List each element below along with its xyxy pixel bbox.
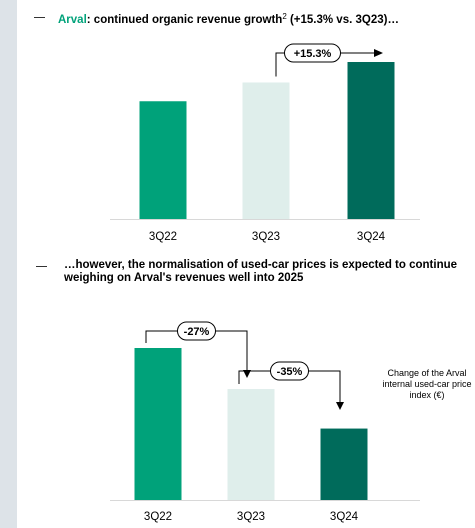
left-accent-bar — [0, 0, 17, 528]
decline-pill — [177, 321, 216, 341]
tick-label-3q24: 3Q24 — [357, 231, 386, 243]
decline-pill — [270, 361, 309, 381]
footnote-ref: 2 — [282, 12, 287, 21]
decline-label: -27% — [184, 326, 210, 338]
heading-dash — [36, 266, 47, 267]
panel1-heading: Arval: continued organic revenue growth2… — [34, 10, 468, 27]
heading-text: : continued organic revenue growth — [86, 14, 283, 26]
tick-label-3q22: 3Q22 — [144, 511, 172, 523]
bar-3q22 — [134, 348, 182, 500]
heading-text: …however, the normalisation of used-car … — [64, 259, 458, 284]
bar-3q24 — [320, 428, 368, 500]
decline-arrowhead — [336, 402, 344, 410]
tick-label-3q22: 3Q22 — [149, 231, 177, 243]
growth-arrow — [275, 52, 377, 77]
bar-3q24 — [347, 62, 395, 219]
heading-tail: (+15.3% vs. 3Q23)… — [286, 14, 399, 26]
decline-label: -35% — [277, 366, 303, 378]
heading-dash — [34, 17, 45, 18]
growth-label: +15.3% — [294, 48, 332, 60]
decline-arrowhead — [243, 370, 251, 378]
side-note: Change of the Arval internal used-car pr… — [382, 368, 472, 400]
bar-3q22 — [139, 101, 187, 219]
tick-label-3q24: 3Q24 — [330, 511, 359, 523]
heading-brand: Arval — [58, 14, 87, 26]
tick-label-3q23: 3Q23 — [237, 511, 265, 523]
growth-arrowhead — [374, 49, 383, 57]
growth-pill — [284, 43, 341, 63]
panel2-heading: …however, the normalisation of used-car … — [36, 259, 464, 285]
tick-label-3q23: 3Q23 — [252, 231, 280, 243]
bar-3q23 — [242, 82, 290, 219]
bar-3q23 — [227, 389, 275, 500]
